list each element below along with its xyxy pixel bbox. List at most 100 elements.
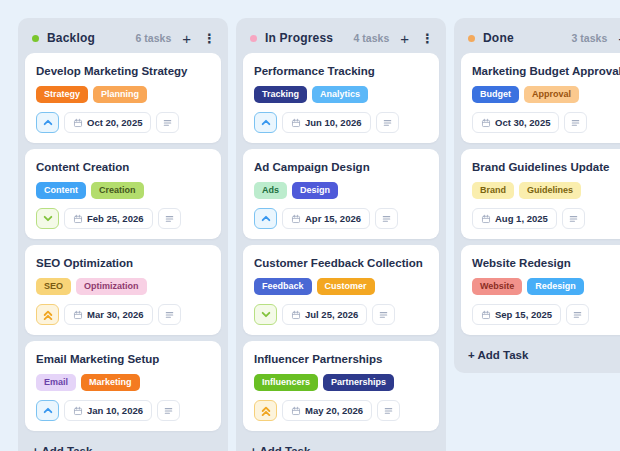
priority-high-chip[interactable]: [36, 112, 59, 133]
chevron-down-icon: [261, 311, 271, 318]
priority-high-chip[interactable]: [254, 208, 277, 229]
tag-label: Strategy: [36, 86, 88, 103]
calendar-icon: [291, 118, 301, 128]
priority-urgent-chip[interactable]: [36, 304, 59, 325]
tag-label: Feedback: [254, 278, 312, 295]
task-card[interactable]: Marketing Budget Approval BudgetApproval…: [461, 53, 620, 143]
due-date-chip[interactable]: Aug 1, 2025: [472, 208, 557, 229]
tag-label: Creation: [91, 182, 144, 199]
notes-chip[interactable]: [158, 208, 181, 229]
due-date-chip[interactable]: Jan 10, 2026: [64, 400, 152, 421]
due-date-chip[interactable]: Oct 30, 2025: [472, 112, 559, 133]
notes-chip[interactable]: [156, 112, 179, 133]
card-footer: Jun 10, 2026: [254, 112, 428, 133]
tag-label: Partnerships: [323, 374, 394, 391]
tag-label: SEO: [36, 278, 71, 295]
add-task-button[interactable]: + Add Task: [243, 437, 439, 451]
calendar-icon: [481, 118, 491, 128]
chevron-up-icon: [43, 407, 53, 414]
notes-chip[interactable]: [564, 112, 587, 133]
priority-low-chip[interactable]: [36, 208, 59, 229]
task-title: Website Redesign: [472, 257, 620, 269]
column-title: Backlog: [47, 31, 95, 45]
column-status-dot-icon: [250, 35, 257, 42]
task-card[interactable]: Customer Feedback Collection FeedbackCus…: [243, 245, 439, 335]
task-title: Brand Guidelines Update: [472, 161, 620, 173]
column-status-dot-icon: [32, 35, 39, 42]
notes-chip[interactable]: [562, 208, 585, 229]
tag-row: AdsDesign: [254, 182, 428, 199]
card-footer: Jan 10, 2026: [36, 400, 210, 421]
task-card[interactable]: SEO Optimization SEOOptimization Mar 30,…: [25, 245, 221, 335]
card-list: Performance Tracking TrackingAnalytics J…: [243, 53, 439, 431]
task-title: Develop Marketing Strategy: [36, 65, 210, 77]
tag-label: Email: [36, 374, 76, 391]
task-card[interactable]: Email Marketing Setup EmailMarketing Jan…: [25, 341, 221, 431]
column-header: Done 3 tasks + ⋮: [461, 25, 620, 53]
due-date-text: Jun 10, 2026: [305, 117, 362, 128]
task-title: Email Marketing Setup: [36, 353, 210, 365]
task-card[interactable]: Ad Campaign Design AdsDesign Apr 15, 202…: [243, 149, 439, 239]
due-date-chip[interactable]: Sep 15, 2025: [472, 304, 561, 325]
notes-lines-icon: [378, 309, 389, 320]
calendar-icon: [481, 310, 491, 320]
task-title: Influencer Partnerships: [254, 353, 428, 365]
tag-row: Brand Guidelines: [472, 182, 620, 199]
tag-label: Brand: [472, 182, 514, 199]
notes-lines-icon: [570, 117, 581, 128]
task-card[interactable]: Performance Tracking TrackingAnalytics J…: [243, 53, 439, 143]
card-list: Develop Marketing Strategy StrategyPlann…: [25, 53, 221, 431]
due-date-text: Oct 20, 2025: [87, 117, 142, 128]
task-title: Performance Tracking: [254, 65, 428, 77]
notes-lines-icon: [572, 309, 583, 320]
notes-chip[interactable]: [157, 400, 180, 421]
chevron-down-icon: [43, 215, 53, 222]
task-card[interactable]: Brand Guidelines Update BrandGuidelines …: [461, 149, 620, 239]
due-date-text: Aug 1, 2025: [495, 213, 548, 224]
priority-urgent-chip[interactable]: [254, 400, 277, 421]
priority-high-chip[interactable]: [36, 400, 59, 421]
due-date-chip[interactable]: Jun 10, 2026: [282, 112, 371, 133]
kanban-column-in-progress: In Progress 4 tasks + ⋮ Performance Trac…: [236, 18, 446, 451]
add-card-icon[interactable]: +: [182, 32, 191, 45]
tag-row: BudgetApproval: [472, 86, 620, 103]
notes-chip[interactable]: [376, 112, 399, 133]
add-task-button[interactable]: + Add Task: [25, 437, 221, 451]
column-header: Backlog 6 tasks + ⋮: [25, 25, 221, 53]
notes-chip[interactable]: [377, 400, 400, 421]
tag-row: FeedbackCustomer: [254, 278, 428, 295]
due-date-chip[interactable]: Apr 15, 2026: [282, 208, 370, 229]
column-menu-icon[interactable]: ⋮: [203, 32, 216, 45]
priority-high-chip[interactable]: [254, 112, 277, 133]
add-card-icon[interactable]: +: [400, 32, 409, 45]
notes-chip[interactable]: [375, 208, 398, 229]
task-card[interactable]: Website Redesign WebsiteRedesign Sep 15,…: [461, 245, 620, 335]
tag-row: TrackingAnalytics: [254, 86, 428, 103]
task-card[interactable]: Content Creation ContentCreation Feb 25,…: [25, 149, 221, 239]
tag-label: Approval: [524, 86, 579, 103]
calendar-icon: [73, 406, 83, 416]
calendar-icon: [291, 406, 301, 416]
due-date-chip[interactable]: Feb 25, 2026: [64, 208, 153, 229]
card-footer: Aug 1, 2025: [472, 208, 620, 229]
due-date-chip[interactable]: Mar 30, 2026: [64, 304, 153, 325]
notes-chip[interactable]: [372, 304, 395, 325]
due-date-chip[interactable]: Jul 25, 2026: [282, 304, 367, 325]
card-footer: May 20, 2026: [254, 400, 428, 421]
column-menu-icon[interactable]: ⋮: [421, 32, 434, 45]
due-date-text: Jan 10, 2026: [87, 405, 143, 416]
notes-lines-icon: [382, 117, 393, 128]
column-status-dot-icon: [468, 35, 475, 42]
task-card[interactable]: Develop Marketing Strategy StrategyPlann…: [25, 53, 221, 143]
due-date-chip[interactable]: May 20, 2026: [282, 400, 372, 421]
chevron-up-icon: [43, 119, 53, 126]
tag-label: Guidelines: [519, 182, 581, 199]
due-date-chip[interactable]: Oct 20, 2025: [64, 112, 151, 133]
notes-chip[interactable]: [566, 304, 589, 325]
notes-lines-icon: [383, 405, 394, 416]
column-task-count: 3 tasks: [572, 32, 608, 44]
priority-low-chip[interactable]: [254, 304, 277, 325]
task-card[interactable]: Influencer Partnerships InfluencersPartn…: [243, 341, 439, 431]
add-task-button[interactable]: + Add Task: [461, 341, 620, 366]
notes-chip[interactable]: [158, 304, 181, 325]
